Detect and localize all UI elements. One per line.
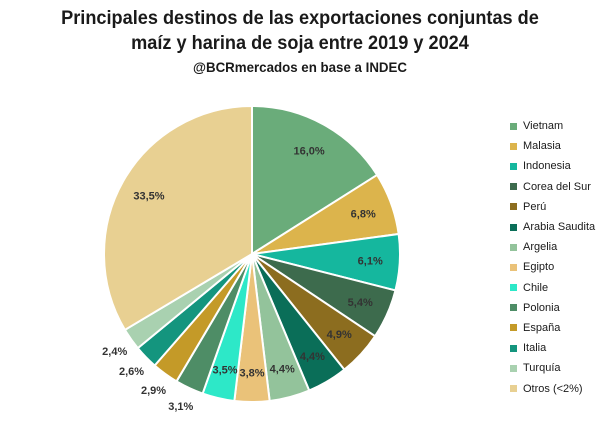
legend-label: Corea del Sur [523, 180, 591, 193]
legend-label: Perú [523, 200, 547, 213]
legend-label: Arabia Saudita [523, 221, 596, 234]
legend-label: Chile [523, 281, 549, 294]
legend-swatch [510, 284, 517, 292]
data-label-3: 5,4% [348, 297, 373, 309]
data-label-10: 2,9% [141, 385, 166, 397]
legend-item-12: Turquía [510, 358, 595, 378]
legend-label: Indonesia [523, 160, 571, 173]
legend-item-4: Perú [510, 197, 595, 217]
legend-item-7: Egipto [510, 257, 595, 277]
chart-subtitle: @BCRmercados en base a INDEC [192, 59, 408, 75]
legend-swatch [510, 344, 517, 352]
legend-item-13: Otros (<2%) [510, 378, 595, 398]
chart-legend: Vietnam Malasia Indonesia Corea del Sur Perú… [510, 116, 595, 399]
legend-swatch [510, 304, 517, 312]
data-label-12: 2,4% [102, 346, 127, 358]
pie-slice-13 [103, 104, 253, 332]
data-label-1: 6,8% [351, 209, 376, 221]
legend-swatch [510, 243, 517, 251]
legend-swatch [510, 162, 517, 170]
data-label-2: 6,1% [358, 256, 383, 268]
legend-swatch [510, 223, 517, 231]
legend-label: Egipto [523, 261, 555, 274]
data-label-7: 3,8% [239, 367, 264, 379]
legend-item-8: Chile [510, 278, 595, 298]
legend-item-2: Indonesia [510, 156, 595, 176]
legend-item-5: Arabia Saudita [510, 217, 595, 237]
data-label-13: 33,5% [133, 191, 164, 203]
legend-label: Malasia [523, 140, 561, 153]
legend-item-11: Italia [510, 338, 595, 358]
legend-item-10: España [510, 318, 595, 338]
pie-slice-0 [251, 104, 379, 256]
legend-swatch [510, 263, 517, 271]
legend-label: España [523, 321, 561, 334]
chart-title: Principales destinos de las exportacione… [0, 6, 600, 76]
title-line-1: Principales destinos de las exportacione… [61, 7, 539, 29]
data-label-6: 4,4% [270, 364, 295, 376]
data-label-4: 4,9% [327, 329, 352, 341]
legend-label: Turquía [523, 362, 561, 375]
legend-item-3: Corea del Sur [510, 177, 595, 197]
legend-item-0: Vietnam [510, 116, 595, 136]
legend-label: Argelia [523, 241, 558, 254]
data-label-9: 3,1% [168, 401, 193, 413]
legend-item-1: Malasia [510, 136, 595, 156]
legend-label: Polonia [523, 301, 560, 314]
data-label-11: 2,6% [119, 366, 144, 378]
data-label-0: 16,0% [293, 145, 324, 157]
legend-label: Vietnam [523, 120, 564, 133]
legend-swatch [510, 385, 517, 393]
legend-swatch [510, 324, 517, 332]
legend-label: Otros (<2%) [523, 382, 583, 395]
legend-item-6: Argelia [510, 237, 595, 257]
legend-swatch [510, 203, 517, 211]
data-label-8: 3,5% [212, 364, 237, 376]
legend-label: Italia [523, 342, 547, 355]
legend-item-9: Polonia [510, 298, 595, 318]
legend-swatch [510, 142, 517, 150]
legend-swatch [510, 122, 517, 130]
data-label-5: 4,4% [300, 351, 325, 363]
legend-swatch [510, 183, 517, 191]
legend-swatch [510, 364, 517, 372]
title-line-2: maíz y harina de soja entre 2019 y 2024 [131, 32, 469, 54]
